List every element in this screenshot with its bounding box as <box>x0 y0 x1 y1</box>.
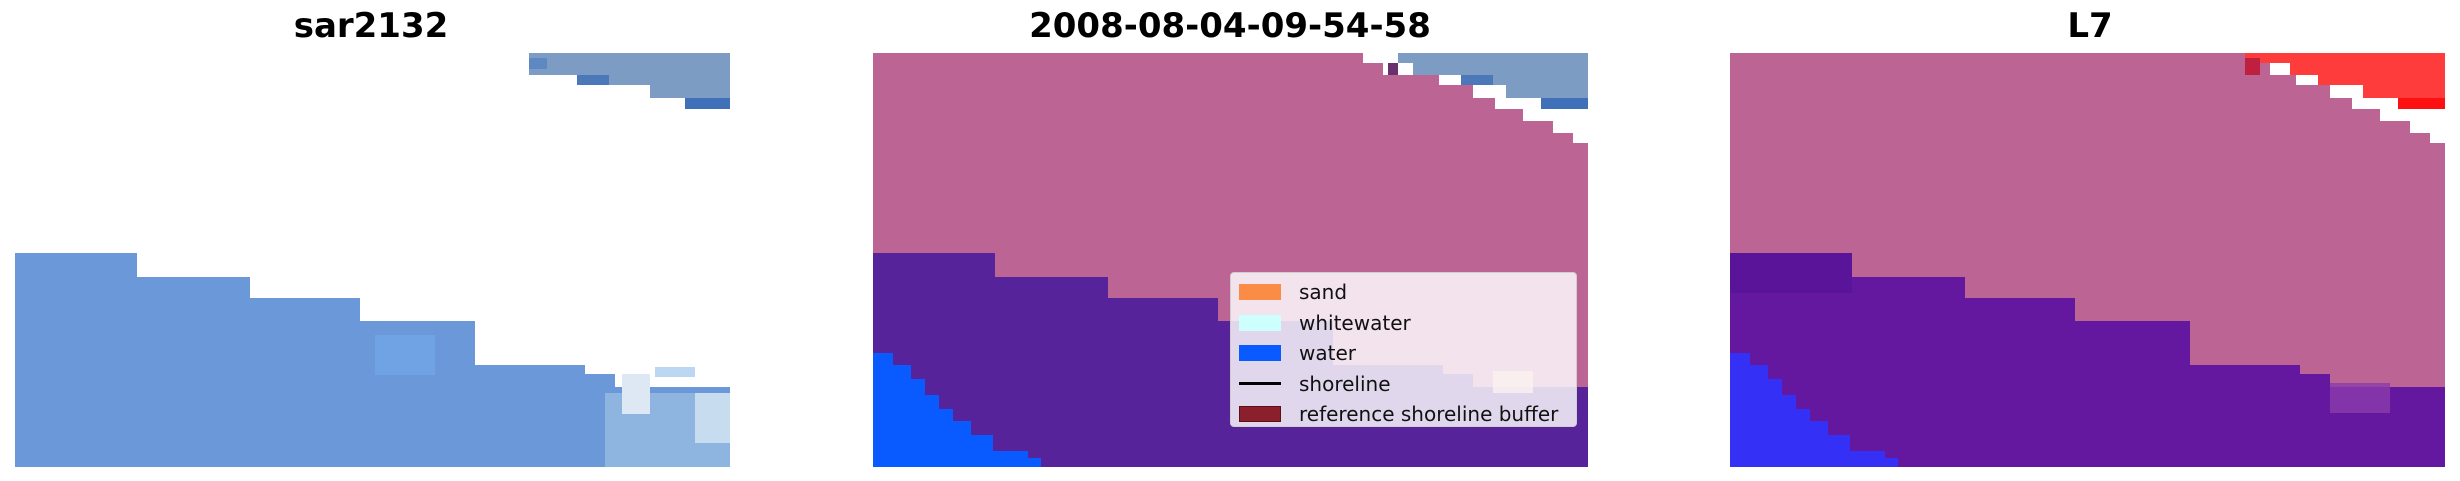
panel-title-index: L7 <box>2067 6 2113 46</box>
legend-item-sand: sand <box>1239 277 1568 308</box>
legend-item-reference-buffer: reference shoreline buffer <box>1239 399 1568 430</box>
legend-label: water <box>1299 341 1356 366</box>
legend-label: reference shoreline buffer <box>1299 402 1559 427</box>
legend-item-water: water <box>1239 338 1568 369</box>
legend-item-whitewater: whitewater <box>1239 308 1568 339</box>
index-image <box>1730 53 2445 467</box>
water-swatch <box>1239 345 1281 362</box>
rgb-image <box>15 53 730 467</box>
panel-title-rgb: sar2132 <box>293 6 449 46</box>
legend-label: sand <box>1299 280 1348 305</box>
legend-label: whitewater <box>1299 310 1411 335</box>
legend-item-shoreline: shoreline <box>1239 369 1568 400</box>
panel-title-classified: 2008-08-04-09-54-58 <box>1029 6 1431 46</box>
reference-buffer-swatch <box>1239 406 1281 423</box>
legend: sand whitewater water shoreline referenc… <box>1230 272 1577 427</box>
shoreline-line <box>1239 382 1281 386</box>
whitewater-swatch <box>1239 314 1281 331</box>
sand-swatch <box>1239 284 1281 301</box>
index-image-panel <box>1730 53 2445 467</box>
legend-label: shoreline <box>1299 371 1391 396</box>
rgb-image-panel <box>15 53 730 467</box>
